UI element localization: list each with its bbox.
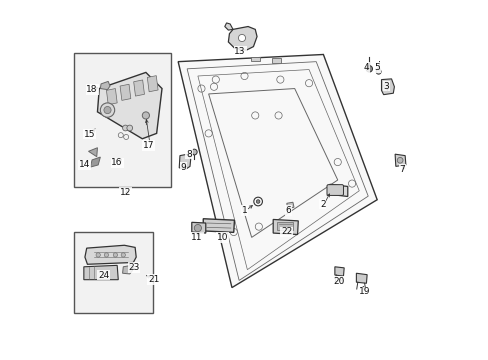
- Text: 13: 13: [234, 47, 245, 56]
- FancyBboxPatch shape: [326, 185, 343, 195]
- Text: 14: 14: [79, 161, 90, 170]
- Polygon shape: [133, 80, 144, 96]
- Polygon shape: [228, 27, 257, 50]
- Circle shape: [366, 66, 372, 72]
- Circle shape: [104, 107, 111, 114]
- Circle shape: [383, 83, 388, 89]
- Circle shape: [96, 253, 100, 257]
- Text: 24: 24: [98, 270, 109, 279]
- Polygon shape: [97, 72, 162, 139]
- Text: 15: 15: [83, 130, 95, 139]
- Polygon shape: [88, 148, 97, 157]
- Text: 9: 9: [180, 163, 186, 172]
- Text: 4: 4: [363, 63, 368, 72]
- Circle shape: [238, 35, 245, 41]
- Text: 5: 5: [373, 63, 379, 72]
- Polygon shape: [273, 220, 298, 234]
- Circle shape: [375, 69, 380, 74]
- Circle shape: [122, 125, 128, 131]
- Polygon shape: [106, 89, 117, 105]
- Text: 10: 10: [216, 233, 227, 242]
- Text: 1: 1: [241, 206, 247, 215]
- Polygon shape: [334, 267, 344, 276]
- Circle shape: [121, 253, 125, 257]
- Polygon shape: [224, 23, 233, 30]
- Polygon shape: [394, 154, 405, 166]
- Text: 19: 19: [358, 287, 369, 296]
- Circle shape: [396, 157, 402, 163]
- Polygon shape: [381, 79, 394, 95]
- Polygon shape: [85, 245, 136, 264]
- Polygon shape: [191, 222, 205, 233]
- Polygon shape: [179, 154, 190, 169]
- Bar: [250, 57, 259, 61]
- Text: 3: 3: [383, 82, 388, 91]
- Text: 8: 8: [185, 150, 191, 159]
- Text: 11: 11: [191, 233, 203, 242]
- Polygon shape: [100, 81, 110, 90]
- Bar: [277, 222, 293, 230]
- Circle shape: [256, 200, 260, 203]
- Circle shape: [113, 253, 117, 257]
- Polygon shape: [286, 202, 293, 209]
- Polygon shape: [329, 184, 347, 197]
- Polygon shape: [147, 76, 158, 92]
- Text: 2: 2: [319, 199, 325, 208]
- Text: 7: 7: [399, 165, 405, 174]
- Circle shape: [191, 149, 197, 155]
- Text: 17: 17: [142, 141, 154, 150]
- Bar: [74, 232, 153, 313]
- Circle shape: [100, 103, 115, 117]
- Circle shape: [126, 125, 132, 131]
- Bar: [272, 58, 281, 63]
- Circle shape: [142, 112, 149, 119]
- Circle shape: [104, 253, 108, 257]
- Text: 12: 12: [120, 188, 131, 197]
- Text: 18: 18: [86, 85, 98, 94]
- Text: 22: 22: [281, 228, 292, 237]
- Polygon shape: [120, 84, 131, 100]
- Polygon shape: [178, 54, 376, 288]
- Polygon shape: [90, 157, 100, 167]
- Bar: [74, 53, 171, 187]
- Circle shape: [194, 225, 201, 231]
- Text: 23: 23: [128, 263, 140, 272]
- Text: 6: 6: [285, 206, 290, 215]
- Text: 21: 21: [148, 275, 159, 284]
- Polygon shape: [83, 265, 118, 280]
- Polygon shape: [203, 219, 234, 232]
- Polygon shape: [122, 265, 132, 274]
- Text: 16: 16: [111, 158, 122, 167]
- Text: 20: 20: [332, 276, 344, 285]
- Polygon shape: [356, 273, 366, 283]
